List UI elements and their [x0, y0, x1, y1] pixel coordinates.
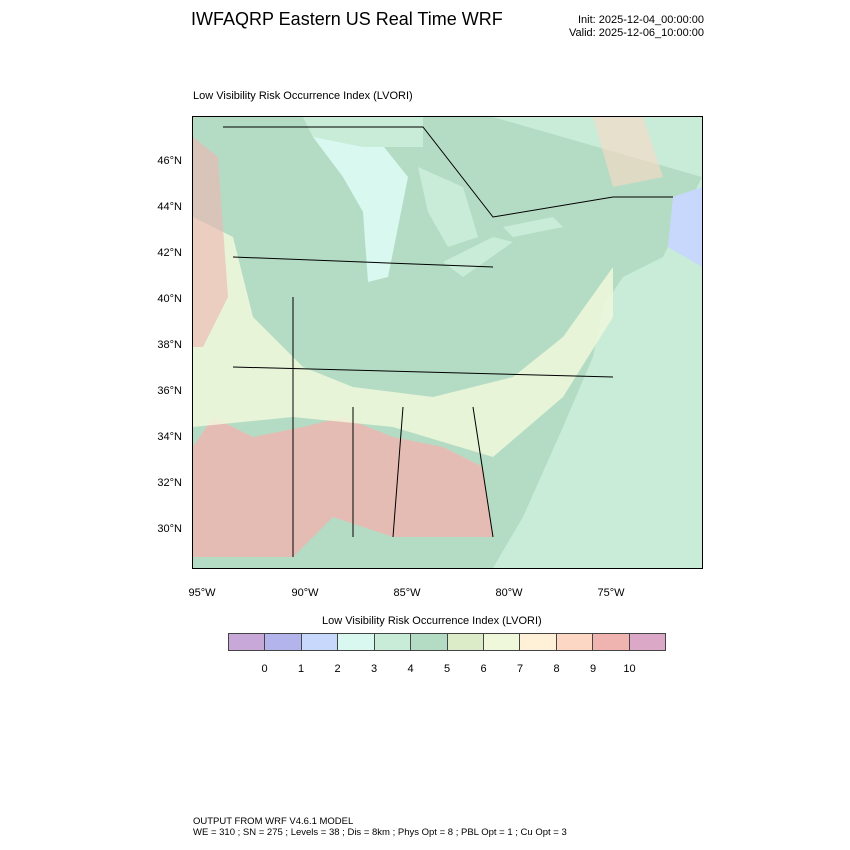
colorbar-swatch — [447, 634, 484, 650]
lat-label: 32°N — [157, 477, 182, 489]
valid-time: Valid: 2025-12-06_10:00:00 — [569, 27, 704, 39]
high-risk-south — [193, 417, 493, 557]
colorbar-label: 0 — [261, 663, 268, 675]
colorbar-label: 9 — [589, 663, 597, 675]
map-field — [193, 117, 702, 568]
lat-label: 42°N — [157, 247, 182, 259]
colorbar-swatch — [593, 634, 630, 650]
colorbar-label: 3 — [370, 663, 378, 675]
lat-label: 44°N — [157, 201, 182, 213]
colorbar-label: 6 — [480, 663, 487, 675]
lat-label: 46°N — [157, 155, 182, 167]
colorbar-label: 8 — [553, 663, 560, 675]
time-info: Init: 2025-12-04_00:00:00 Valid: 2025-12… — [569, 14, 704, 40]
plot-title: IWFAQRP Eastern US Real Time WRF — [191, 9, 503, 29]
colorbar-swatch — [374, 634, 412, 650]
colorbar-label: 2 — [334, 663, 341, 675]
colorbar-swatch — [520, 634, 557, 650]
lon-label: 90°W — [291, 587, 319, 599]
lat-label: 36°N — [157, 385, 182, 397]
colorbar-label: 10 — [623, 663, 636, 675]
colorbar-swatch — [629, 634, 666, 650]
lat-label: 30°N — [157, 523, 182, 535]
lon-label: 80°W — [495, 587, 523, 599]
colorbar-label: 5 — [443, 663, 451, 675]
colorbar-label: 7 — [516, 663, 524, 675]
state-boundaries — [223, 126, 673, 557]
lat-label: 34°N — [157, 431, 182, 443]
map-panel — [192, 116, 703, 569]
colorbar-swatch — [338, 634, 375, 650]
field-title: Low Visibility Risk Occurrence Index (LV… — [193, 90, 413, 102]
lat-label: 38°N — [157, 339, 182, 351]
lake-huron — [418, 167, 478, 247]
lake-michigan — [313, 127, 408, 282]
colorbar-title: Low Visibility Risk Occurrence Index (LV… — [322, 615, 542, 627]
ocean — [493, 117, 702, 568]
colorbar-label: 4 — [407, 663, 414, 675]
lake-superior — [303, 117, 423, 147]
lat-label: 40°N — [157, 293, 182, 305]
low-risk-ne — [668, 187, 702, 267]
lake-ontario — [503, 217, 563, 237]
lon-label: 95°W — [188, 587, 216, 599]
model-info: OUTPUT FROM WRF V4.6.1 MODEL WE = 310 ; … — [193, 816, 567, 838]
colorbar-swatch — [483, 634, 521, 650]
lon-label: 75°W — [597, 587, 625, 599]
colorbar-swatch — [301, 634, 339, 650]
colorbar-swatch — [411, 634, 448, 650]
colorbar — [228, 633, 666, 651]
high-risk-west — [193, 137, 228, 347]
colorbar-swatch — [229, 634, 266, 650]
init-time: Init: 2025-12-04_00:00:00 — [578, 14, 704, 26]
colorbar-swatch — [265, 634, 302, 650]
moderate-risk-band — [193, 217, 613, 457]
colorbar-swatch — [556, 634, 594, 650]
model-version: OUTPUT FROM WRF V4.6.1 MODEL — [193, 816, 354, 827]
lon-label: 85°W — [393, 587, 421, 599]
lake-erie — [443, 237, 513, 277]
model-config: WE = 310 ; SN = 275 ; Levels = 38 ; Dis … — [193, 827, 567, 838]
elevated-risk-ne — [593, 117, 663, 187]
colorbar-label: 1 — [297, 663, 305, 675]
